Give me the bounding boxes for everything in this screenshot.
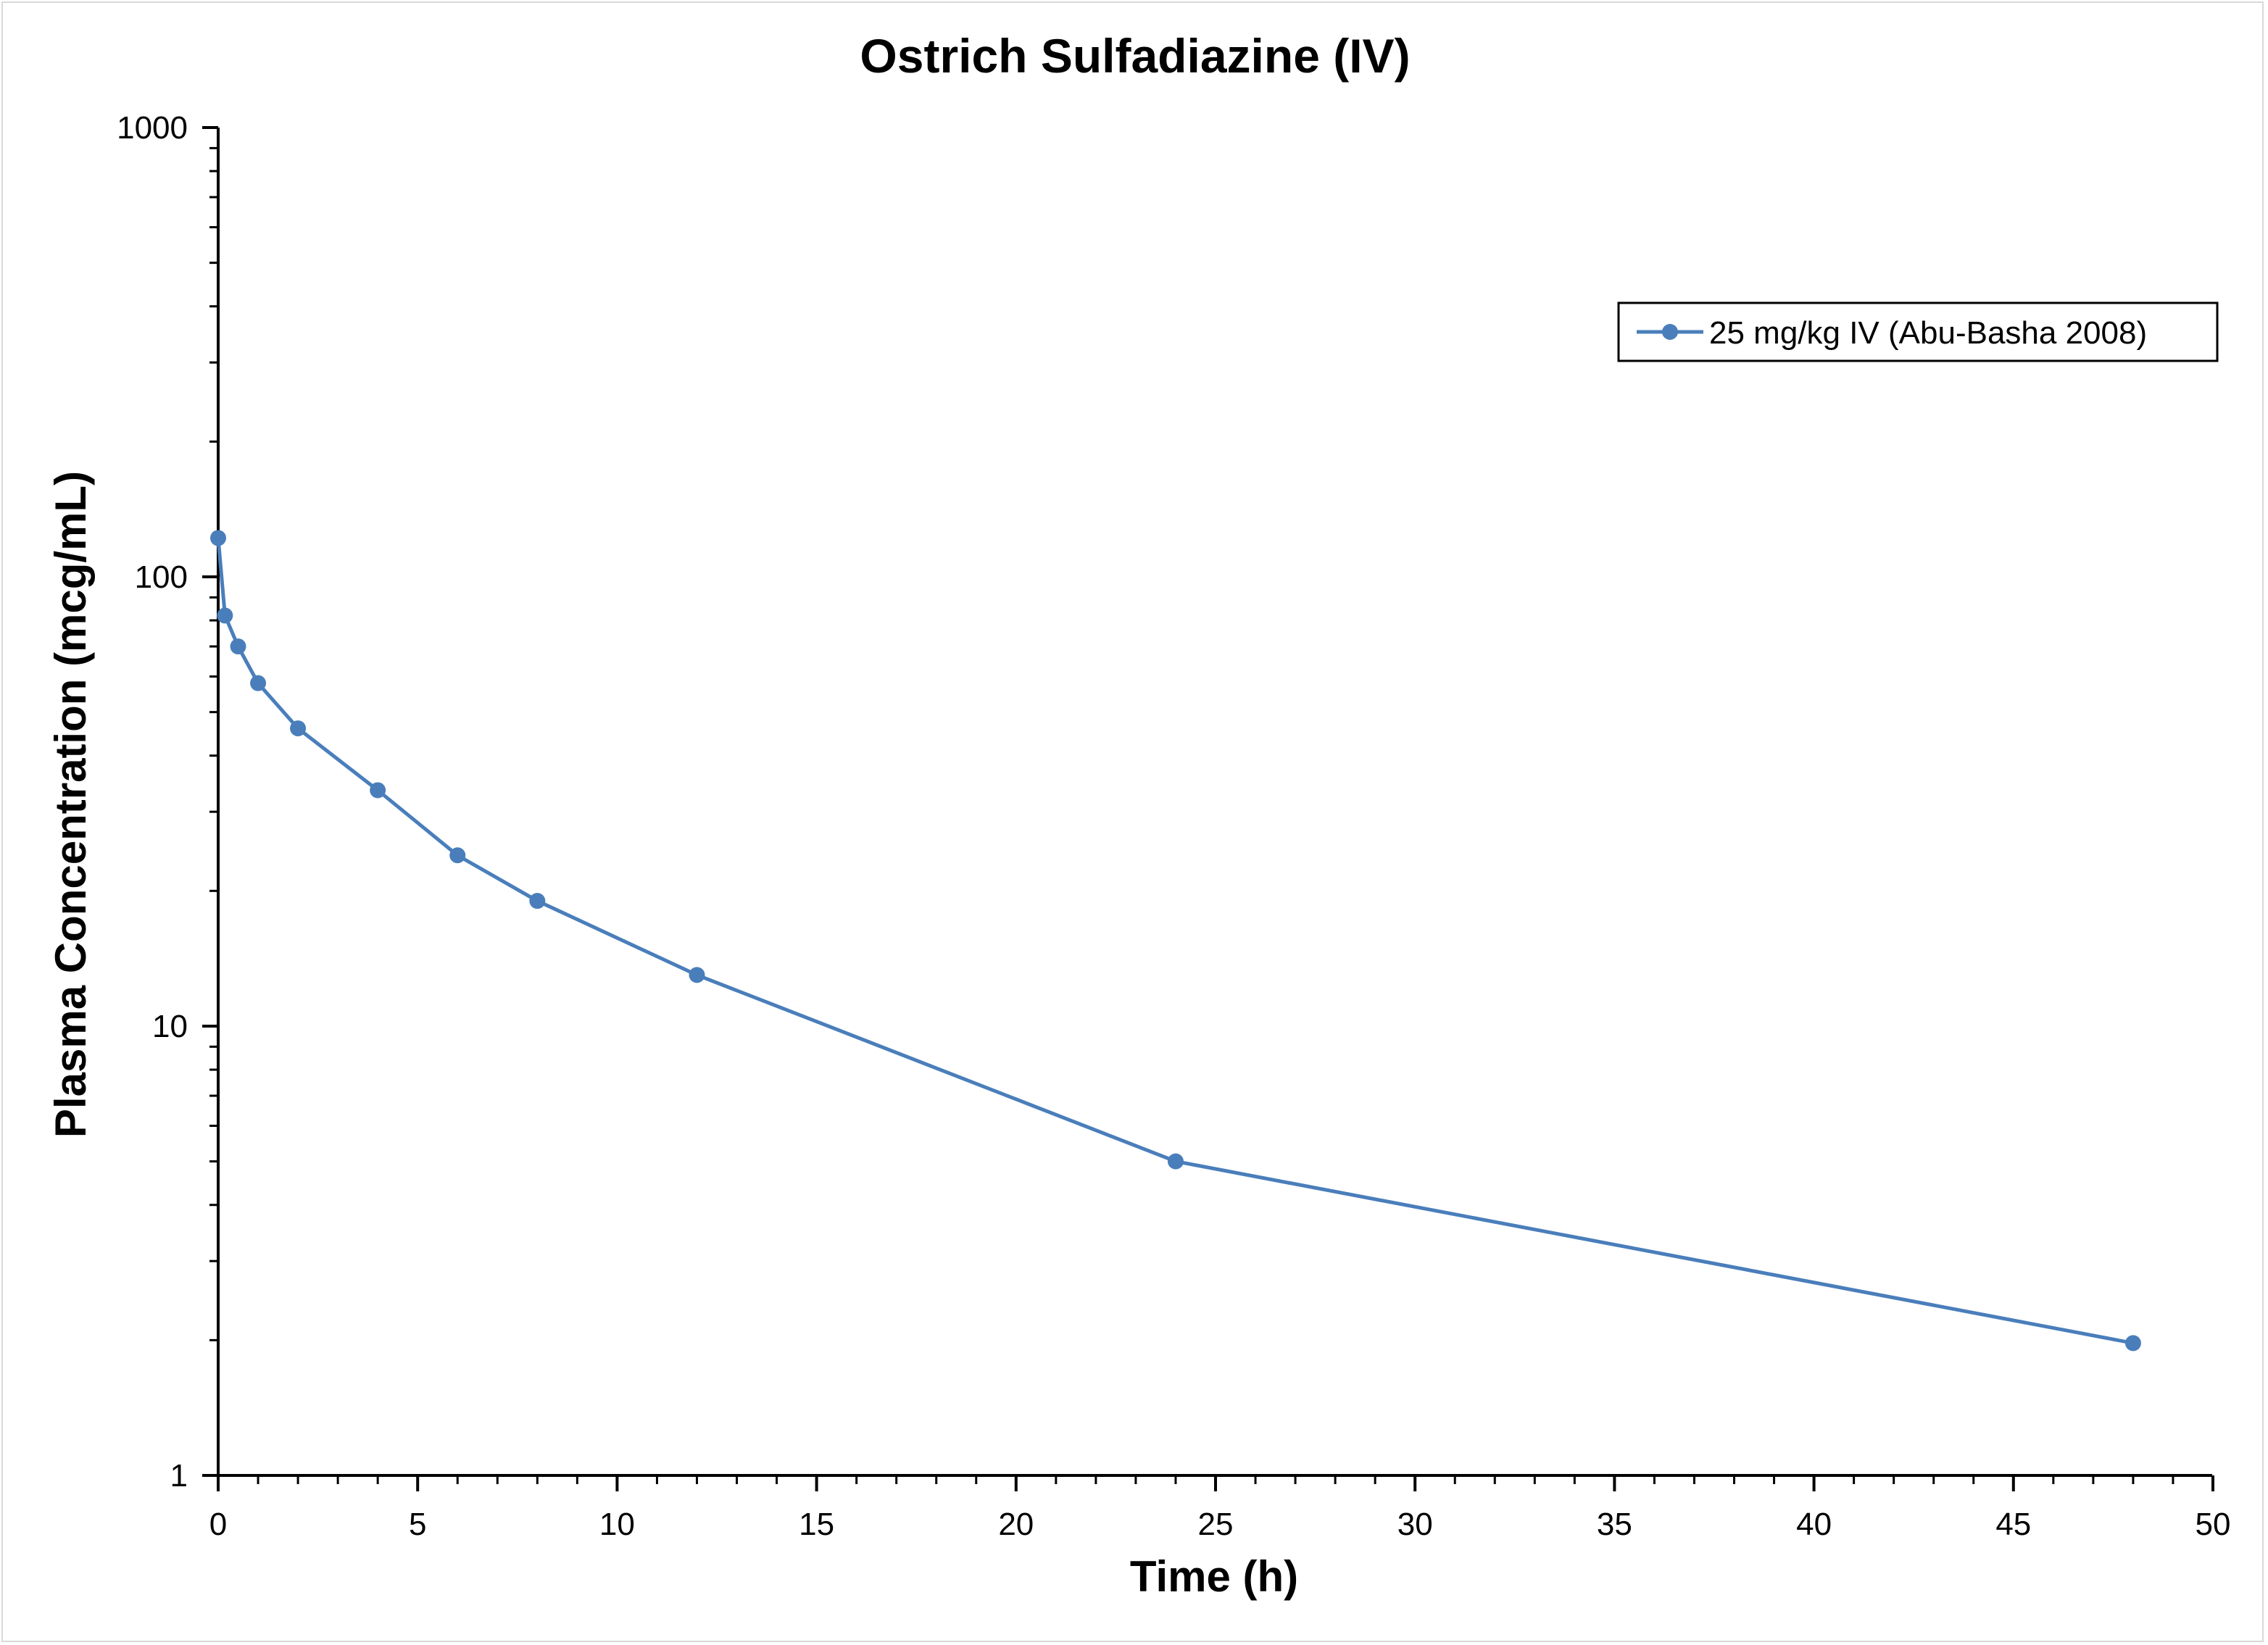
y-tick-label: 1000 — [117, 110, 188, 146]
data-point — [449, 847, 466, 864]
data-point — [689, 967, 705, 983]
x-tick-label: 10 — [599, 1507, 635, 1542]
x-tick-label: 40 — [1796, 1507, 1832, 1542]
y-tick-label: 10 — [152, 1009, 188, 1044]
data-point — [370, 782, 386, 799]
data-point — [217, 607, 233, 624]
data-point — [290, 720, 307, 737]
legend-box — [1617, 301, 2219, 362]
x-axis-title: Time (h) — [1130, 1552, 1298, 1601]
legend-label: 25 mg/kg IV (Abu-Basha 2008) — [1709, 315, 2147, 351]
data-point — [250, 675, 267, 691]
series-line — [216, 538, 2134, 1345]
data-point — [529, 893, 546, 909]
chart-title: Ostrich Sulfadiazine (IV) — [860, 29, 1410, 83]
x-ticks — [217, 1475, 2214, 1491]
x-tick-label: 5 — [409, 1507, 426, 1542]
y-major-ticks — [202, 126, 218, 1477]
legend: 25 mg/kg IV (Abu-Basha 2008) — [1617, 301, 2219, 362]
data-point — [1167, 1153, 1184, 1170]
x-tick-label: 50 — [2196, 1507, 2231, 1542]
y-tick-labels: 1 10 100 1000 — [117, 110, 188, 1494]
series-layer — [210, 530, 2141, 1352]
data-point — [210, 530, 226, 546]
y-tick-label: 100 — [135, 559, 188, 595]
x-tick-label: 0 — [209, 1507, 227, 1542]
x-tick-label: 35 — [1597, 1507, 1632, 1542]
data-point — [230, 638, 246, 655]
x-tick-label: 30 — [1397, 1507, 1433, 1542]
x-tick-labels: 0 5 10 15 20 25 30 35 40 45 50 — [209, 1507, 2231, 1542]
x-tick-label: 15 — [799, 1507, 834, 1542]
x-tick-label: 25 — [1198, 1507, 1234, 1542]
y-tick-label: 1 — [170, 1458, 188, 1494]
x-tick-label: 45 — [1995, 1507, 2031, 1542]
y-axis-title: Plasma Concentration (mcg/mL) — [46, 471, 95, 1138]
data-point — [2124, 1335, 2141, 1352]
legend-marker-swatch — [1662, 324, 1678, 340]
x-tick-label: 20 — [998, 1507, 1034, 1542]
